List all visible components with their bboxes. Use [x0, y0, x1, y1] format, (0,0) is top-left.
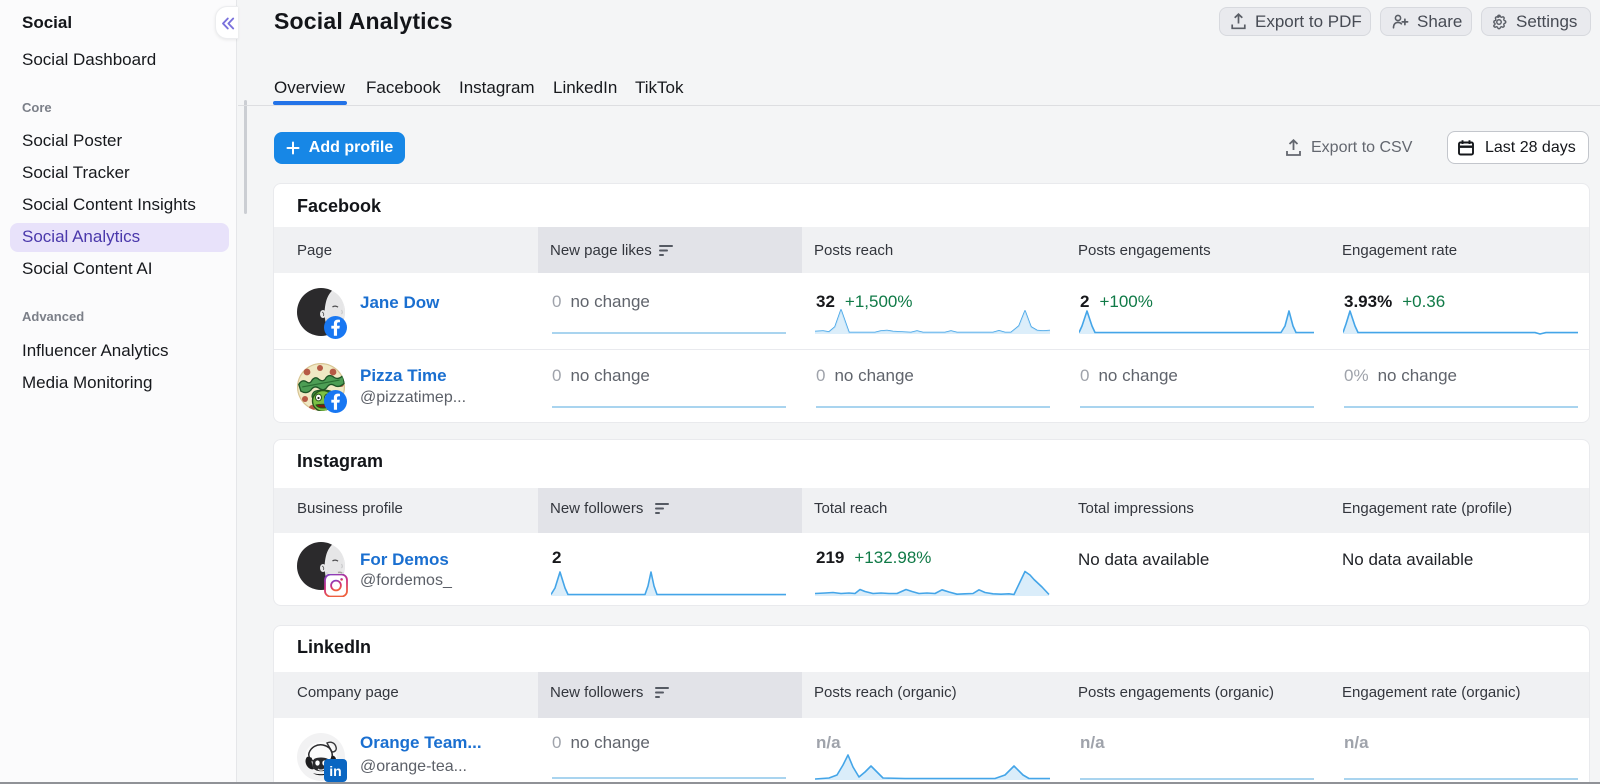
svg-text:in: in	[329, 763, 341, 779]
